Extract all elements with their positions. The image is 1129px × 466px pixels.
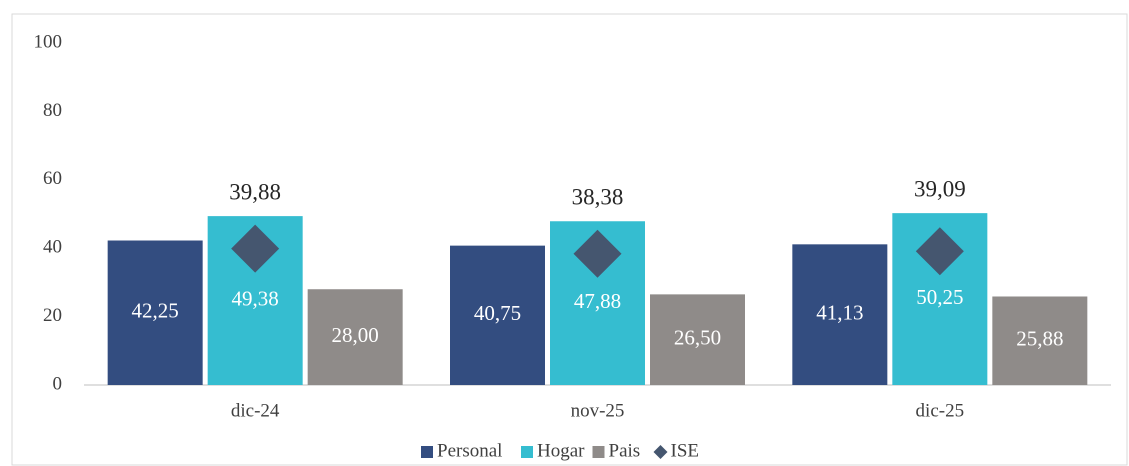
bar-value-label: 25,88 (1016, 327, 1063, 351)
legend-label: Personal (437, 440, 502, 461)
marker-value-label: 38,38 (572, 185, 624, 210)
bar (107, 240, 203, 385)
bar-value-label: 49,38 (232, 286, 279, 310)
marker-value-label: 39,88 (229, 179, 281, 204)
y-tick-label: 100 (34, 31, 63, 52)
bar (792, 244, 888, 385)
x-tick-label: nov-25 (571, 400, 625, 421)
bar-value-label: 26,50 (674, 325, 721, 349)
legend-swatch (521, 446, 533, 458)
y-tick-label: 60 (43, 168, 62, 189)
y-tick-label: 20 (43, 305, 62, 326)
bar (450, 245, 545, 385)
bar-value-label: 42,25 (132, 299, 179, 323)
marker (573, 229, 622, 278)
legend-swatch (592, 446, 605, 458)
y-tick-label: 0 (53, 373, 63, 394)
bar-value-label: 41,13 (816, 300, 863, 324)
y-tick-label: 80 (43, 100, 62, 121)
legend-label: ISE (671, 440, 700, 461)
bar-value-label: 28,00 (332, 323, 379, 347)
y-tick-label: 40 (43, 237, 62, 258)
bar (307, 289, 403, 385)
bar (650, 294, 745, 385)
marker (231, 224, 280, 273)
legend-label: Hogar (537, 440, 585, 461)
legend-swatch (653, 445, 668, 459)
bar (992, 296, 1088, 385)
x-tick-label: dic-24 (231, 400, 280, 421)
bar-value-label: 40,75 (474, 301, 521, 325)
legend-swatch (421, 446, 433, 458)
x-tick-label: dic-25 (916, 400, 965, 421)
legend-label: Pais (609, 440, 641, 461)
bar-value-label: 50,25 (916, 285, 963, 309)
bar-value-label: 47,88 (574, 289, 621, 313)
marker (915, 227, 964, 276)
marker-value-label: 39,09 (914, 176, 966, 201)
